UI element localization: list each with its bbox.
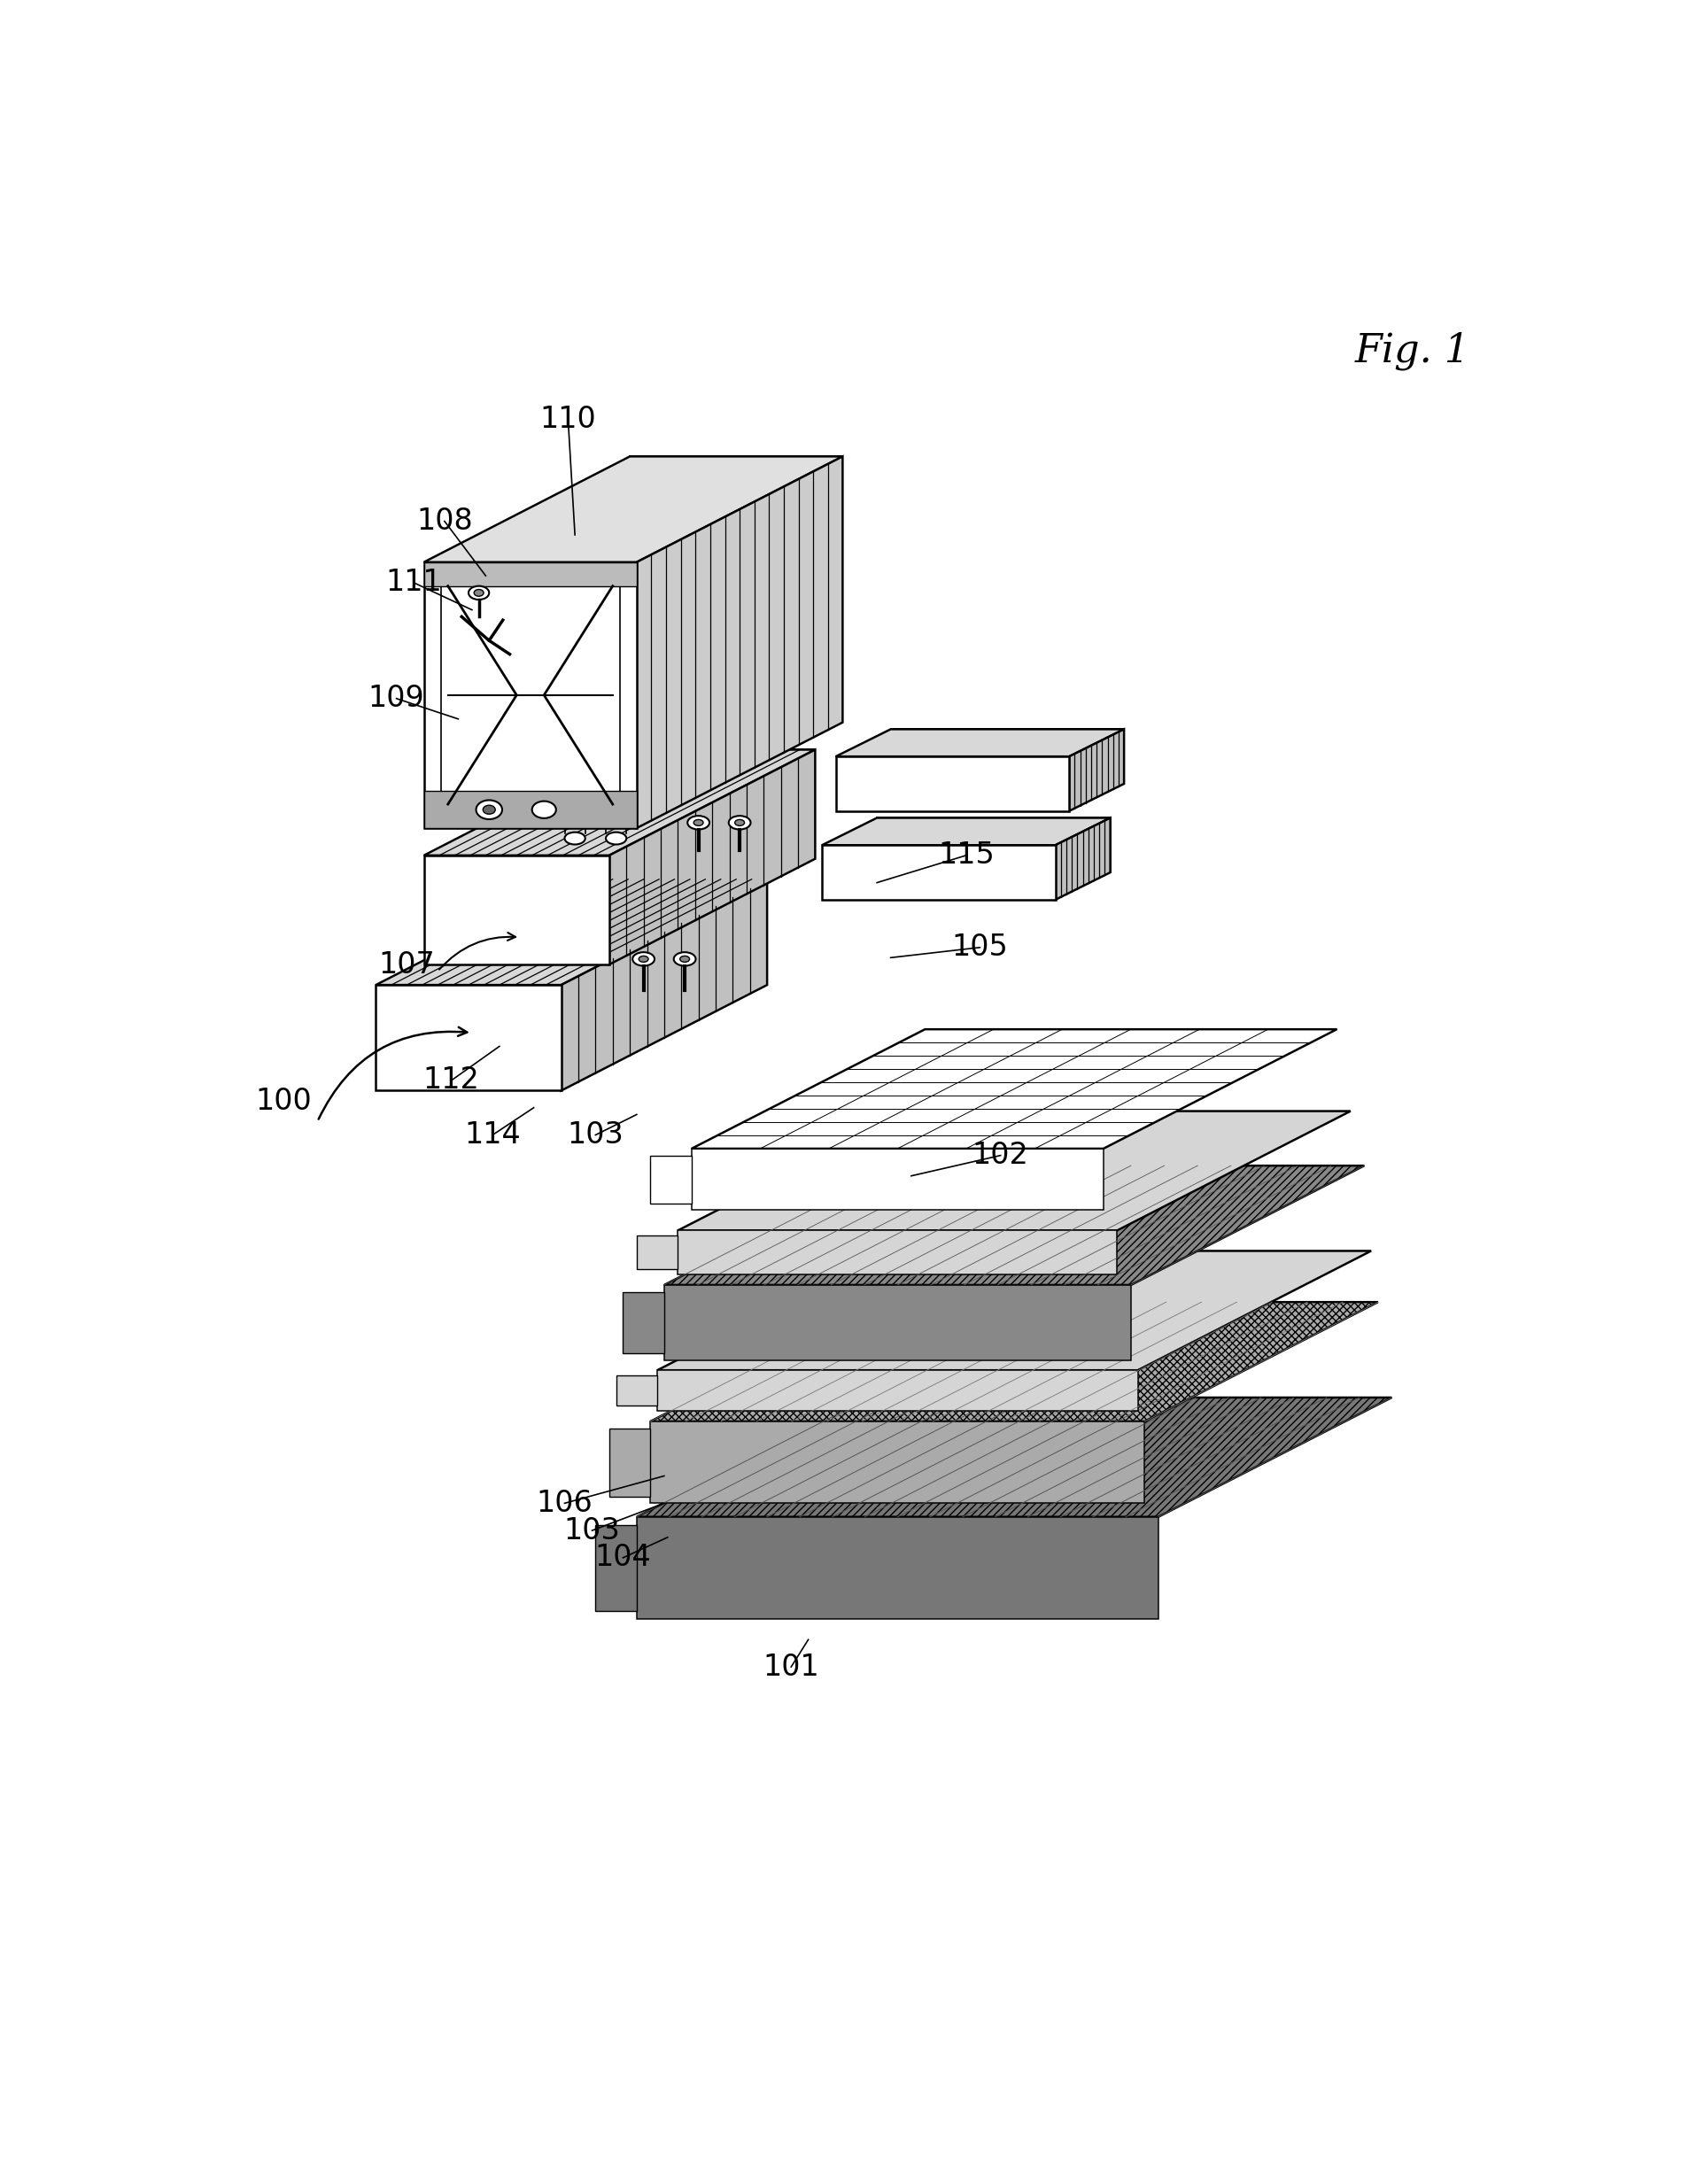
Ellipse shape	[475, 590, 483, 596]
Text: 109: 109	[368, 684, 424, 714]
Ellipse shape	[674, 952, 696, 965]
Polygon shape	[664, 1166, 1365, 1284]
Polygon shape	[424, 791, 637, 828]
Polygon shape	[377, 985, 561, 1090]
Polygon shape	[561, 880, 767, 1090]
Ellipse shape	[735, 819, 745, 826]
Polygon shape	[377, 880, 767, 985]
Polygon shape	[890, 729, 1125, 784]
Ellipse shape	[532, 802, 556, 819]
Text: 107: 107	[378, 950, 436, 978]
Text: 106: 106	[537, 1489, 593, 1518]
Polygon shape	[637, 1236, 677, 1269]
Polygon shape	[424, 561, 637, 585]
Polygon shape	[836, 756, 1069, 810]
Polygon shape	[637, 1518, 1159, 1618]
Ellipse shape	[476, 799, 502, 819]
Text: 101: 101	[763, 1653, 819, 1682]
Polygon shape	[424, 856, 610, 965]
Polygon shape	[677, 1112, 1351, 1230]
Polygon shape	[616, 1376, 657, 1406]
Ellipse shape	[694, 819, 703, 826]
Text: 102: 102	[973, 1140, 1029, 1171]
Text: 105: 105	[951, 933, 1008, 961]
FancyArrowPatch shape	[319, 1026, 468, 1118]
Polygon shape	[691, 1029, 1336, 1149]
Ellipse shape	[483, 806, 495, 815]
Text: 103: 103	[564, 1516, 620, 1544]
Polygon shape	[630, 456, 843, 723]
Ellipse shape	[687, 817, 709, 830]
Polygon shape	[610, 749, 816, 965]
Polygon shape	[664, 1284, 1132, 1361]
Polygon shape	[677, 1230, 1116, 1275]
Polygon shape	[610, 1428, 650, 1496]
Ellipse shape	[638, 957, 649, 963]
Text: 104: 104	[595, 1544, 652, 1572]
Polygon shape	[650, 1422, 1145, 1503]
Text: 112: 112	[422, 1066, 480, 1094]
Polygon shape	[424, 749, 816, 856]
Text: 114: 114	[464, 1120, 520, 1149]
Polygon shape	[657, 1369, 1138, 1411]
Polygon shape	[1056, 817, 1110, 900]
Polygon shape	[1069, 729, 1125, 810]
FancyArrowPatch shape	[439, 933, 515, 970]
Polygon shape	[823, 845, 1056, 900]
Polygon shape	[424, 561, 637, 828]
Polygon shape	[424, 456, 843, 561]
Text: Fig. 1: Fig. 1	[1355, 332, 1469, 369]
Ellipse shape	[633, 952, 655, 965]
Text: 100: 100	[255, 1085, 311, 1116]
Text: 115: 115	[937, 841, 995, 869]
Ellipse shape	[681, 957, 689, 963]
Polygon shape	[657, 1251, 1371, 1369]
Text: 111: 111	[385, 568, 443, 596]
Polygon shape	[637, 456, 843, 828]
Polygon shape	[877, 817, 1110, 871]
Polygon shape	[691, 1149, 1103, 1210]
Ellipse shape	[728, 817, 750, 830]
Text: 103: 103	[568, 1120, 623, 1149]
Polygon shape	[596, 1524, 637, 1612]
Text: 108: 108	[415, 507, 473, 535]
Polygon shape	[581, 880, 767, 985]
Polygon shape	[823, 817, 1110, 845]
Polygon shape	[623, 1291, 664, 1354]
Ellipse shape	[606, 832, 627, 845]
Text: 110: 110	[540, 404, 596, 435]
Polygon shape	[441, 579, 620, 810]
Ellipse shape	[564, 832, 584, 845]
Polygon shape	[836, 729, 1125, 756]
Polygon shape	[637, 1398, 1392, 1518]
Polygon shape	[650, 1155, 691, 1203]
Polygon shape	[650, 1302, 1378, 1422]
Polygon shape	[630, 749, 816, 858]
Ellipse shape	[468, 585, 490, 601]
